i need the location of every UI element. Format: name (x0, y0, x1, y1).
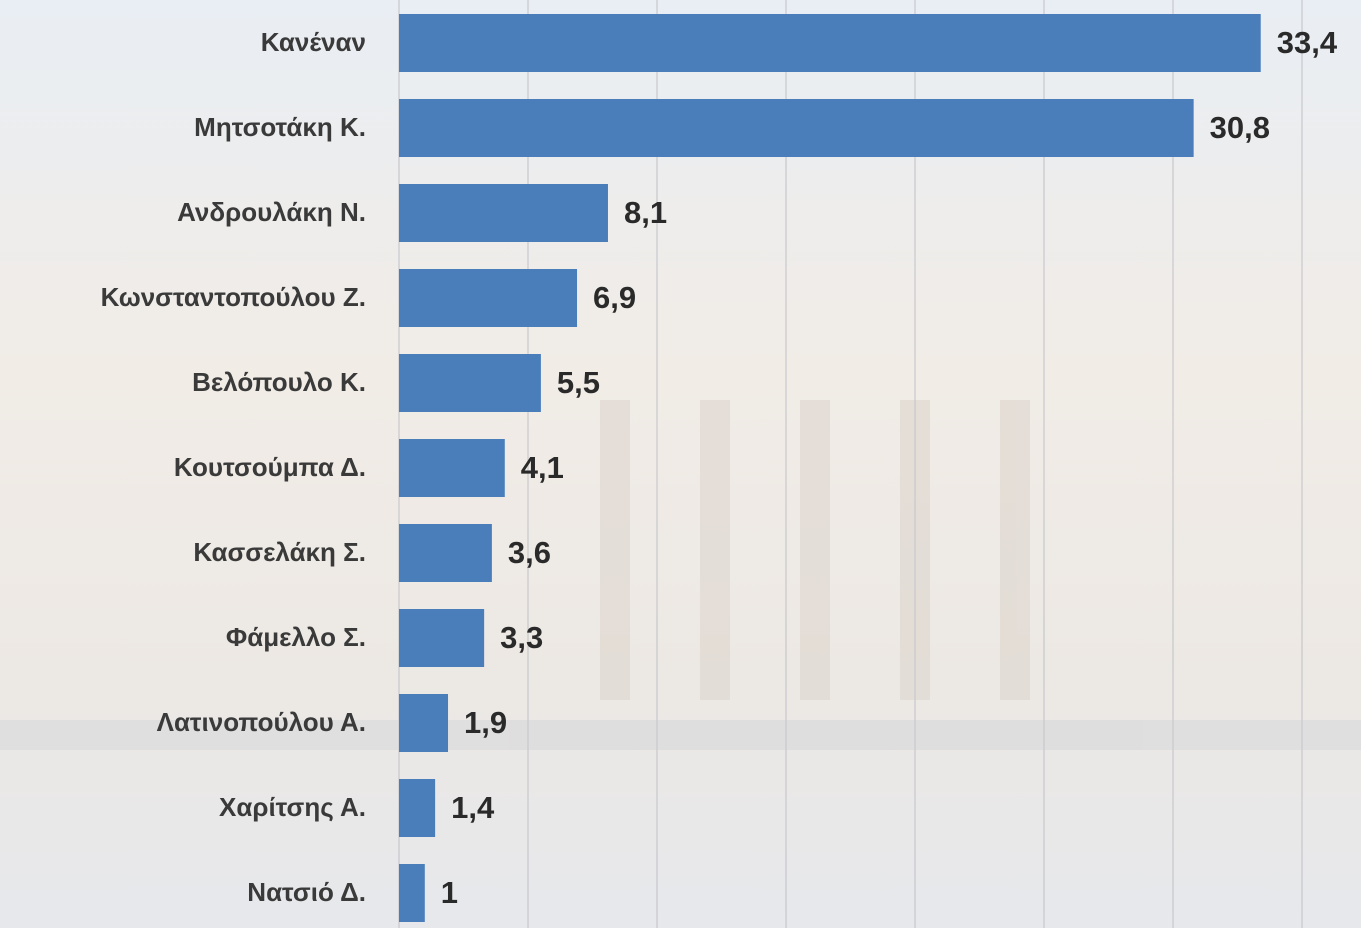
value-label: 1 (441, 875, 458, 910)
bar (399, 184, 608, 242)
bar (399, 694, 449, 752)
value-label: 6,9 (593, 280, 636, 315)
category-label: Νατσιό Δ. (247, 877, 366, 907)
bar (399, 99, 1194, 157)
bar (399, 609, 485, 667)
category-label: Κωνσταντοπούλου Ζ. (101, 282, 366, 312)
value-label: 5,5 (557, 365, 600, 400)
value-label: 30,8 (1210, 110, 1270, 145)
bar (399, 269, 578, 327)
category-label: Λατινοπούλου Α. (157, 707, 366, 737)
category-label: Κασσελάκη Σ. (193, 537, 366, 567)
value-label: 3,6 (508, 535, 551, 570)
category-label: Μητσοτάκη Κ. (194, 112, 366, 142)
category-label: Χαρίτσης Α. (219, 792, 366, 822)
bar (399, 779, 436, 837)
bar (399, 354, 541, 412)
value-label: 33,4 (1277, 25, 1338, 60)
value-label: 4,1 (521, 450, 564, 485)
value-label: 3,3 (500, 620, 543, 655)
bar (399, 864, 425, 922)
value-label: 1,9 (464, 705, 507, 740)
bar (399, 14, 1261, 72)
category-label: Βελόπουλο Κ. (192, 367, 366, 397)
category-label: Κανέναν (261, 27, 366, 57)
bar (399, 439, 505, 497)
value-label: 8,1 (624, 195, 667, 230)
category-label: Φάμελλο Σ. (226, 622, 366, 652)
category-label: Κουτσούμπα Δ. (174, 452, 366, 482)
category-label: Ανδρουλάκη Ν. (177, 197, 366, 227)
value-label: 1,4 (451, 790, 495, 825)
bar (399, 524, 492, 582)
